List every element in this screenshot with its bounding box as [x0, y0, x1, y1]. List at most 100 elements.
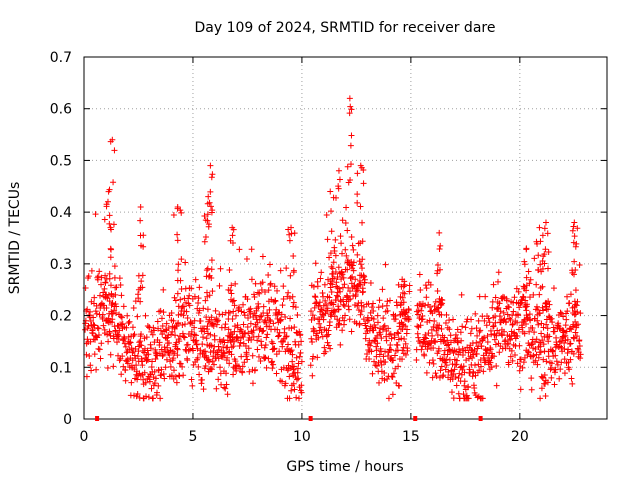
data-point — [151, 368, 158, 375]
data-point — [200, 349, 207, 356]
data-point — [332, 308, 339, 315]
data-point — [208, 266, 215, 273]
data-point — [489, 304, 496, 311]
data-point — [148, 385, 155, 392]
data-point — [149, 358, 156, 365]
data-point — [244, 296, 251, 303]
data-point — [209, 288, 216, 295]
data-point — [444, 351, 451, 358]
data-point — [418, 346, 425, 353]
data-point — [446, 317, 453, 324]
data-point — [181, 321, 188, 328]
data-point — [253, 305, 260, 312]
data-point — [210, 323, 217, 330]
data-point — [541, 225, 548, 232]
data-point — [452, 331, 459, 338]
data-point — [203, 267, 210, 274]
data-point — [330, 259, 337, 266]
data-point — [385, 325, 392, 332]
data-point — [370, 307, 377, 314]
data-point — [174, 231, 181, 238]
data-point — [347, 161, 354, 168]
data-point — [258, 313, 265, 320]
data-point — [434, 305, 441, 312]
data-point — [521, 316, 528, 323]
data-point — [385, 395, 392, 402]
data-point — [293, 394, 300, 401]
data-point — [171, 294, 178, 301]
data-point — [151, 380, 158, 387]
data-point — [355, 306, 362, 313]
data-point — [83, 373, 90, 380]
data-point — [467, 330, 474, 337]
data-point — [213, 385, 220, 392]
data-point — [541, 372, 548, 379]
data-point — [130, 305, 137, 312]
data-point — [208, 366, 215, 373]
data-point — [85, 273, 92, 280]
data-point — [543, 306, 550, 313]
data-point — [551, 328, 558, 335]
data-point — [251, 293, 258, 300]
data-point — [312, 260, 319, 267]
data-point — [540, 324, 547, 331]
data-point — [376, 379, 383, 386]
x-tick-label: 15 — [402, 429, 420, 445]
data-point — [288, 224, 295, 231]
data-point — [295, 395, 302, 402]
data-point — [390, 370, 397, 377]
data-point — [286, 373, 293, 380]
data-point — [460, 363, 467, 370]
data-point — [93, 302, 100, 309]
data-point — [115, 332, 122, 339]
data-point — [204, 323, 211, 330]
data-point — [287, 315, 294, 322]
data-point — [223, 370, 230, 377]
data-point — [262, 288, 269, 295]
data-point — [546, 301, 553, 308]
data-point — [363, 351, 370, 358]
chart-title: Day 109 of 2024, SRMTID for receiver dar… — [195, 20, 496, 36]
data-point — [402, 323, 409, 330]
data-point — [292, 304, 299, 311]
data-point — [359, 265, 366, 272]
data-point — [538, 330, 545, 337]
data-point — [333, 279, 340, 286]
data-point — [507, 316, 514, 323]
data-point — [256, 326, 263, 333]
data-point — [252, 280, 259, 287]
data-point — [216, 282, 223, 289]
data-point — [348, 328, 355, 335]
data-point — [149, 331, 156, 338]
data-point — [350, 246, 357, 253]
data-point — [527, 276, 534, 283]
data-point — [490, 323, 497, 330]
data-point — [369, 370, 376, 377]
data-point — [318, 329, 325, 336]
data-point — [354, 303, 361, 310]
data-point — [228, 296, 234, 303]
data-point — [534, 317, 541, 324]
data-point — [564, 336, 571, 343]
data-point — [382, 348, 389, 355]
data-point — [311, 293, 318, 300]
data-point — [239, 369, 246, 376]
data-point — [119, 320, 126, 327]
data-point — [557, 366, 564, 373]
data-point — [423, 335, 430, 342]
data-point — [98, 340, 105, 347]
data-point — [509, 357, 516, 364]
data-point — [231, 323, 238, 330]
data-point — [373, 362, 380, 369]
gap-marker — [95, 416, 100, 421]
data-point — [570, 239, 577, 246]
data-point — [436, 322, 443, 329]
data-point — [202, 217, 209, 224]
data-point — [159, 353, 166, 360]
data-point — [101, 216, 108, 223]
data-point — [465, 383, 472, 390]
data-point — [368, 304, 375, 311]
data-point — [366, 356, 373, 363]
data-point — [574, 309, 581, 316]
data-point — [530, 352, 537, 359]
